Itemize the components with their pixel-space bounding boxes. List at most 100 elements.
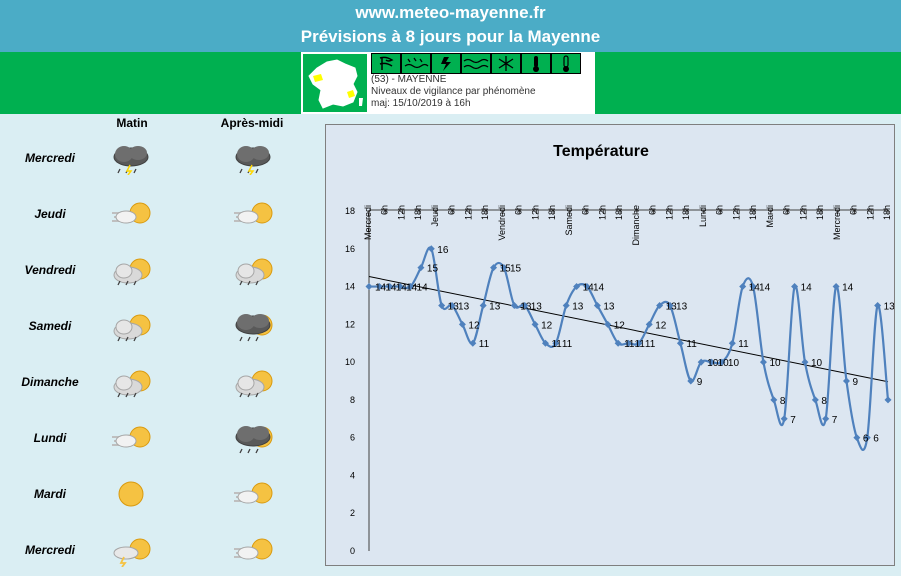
sun-cloud-rain-weather-icon: [230, 365, 276, 399]
data-label: 13: [448, 301, 460, 312]
data-label: 14: [406, 283, 418, 294]
data-label: 12: [541, 320, 553, 331]
data-label: 13: [489, 301, 501, 312]
data-label: 16: [437, 245, 449, 256]
data-label: 13: [676, 301, 688, 312]
data-point: [375, 283, 383, 291]
x-tick-label: 12h: [463, 205, 473, 220]
data-label: 11: [479, 339, 490, 350]
data-label: 14: [375, 283, 387, 294]
data-point: [666, 301, 674, 309]
windy-sun-weather-icon: [230, 533, 276, 567]
x-tick-label: 12h: [798, 205, 808, 220]
x-tick-label: 12h: [865, 205, 875, 220]
data-point: [656, 301, 664, 309]
y-tick-label: 4: [350, 470, 355, 480]
day-label: Mardi: [33, 487, 66, 501]
data-point: [386, 283, 394, 291]
data-point: [863, 434, 871, 442]
data-point: [625, 339, 632, 347]
vigilance-panel: (53) - MAYENNE Niveaux de vigilance par …: [301, 52, 595, 114]
data-label: 11: [738, 339, 749, 350]
morning-column-header: Matin: [116, 116, 148, 130]
x-tick-label: Dimanche: [631, 205, 641, 246]
x-tick-label: Jeudi: [430, 205, 440, 227]
data-point: [687, 377, 695, 385]
data-point: [811, 396, 819, 404]
wind-icon[interactable]: [371, 53, 401, 74]
dark-cloud-rain-weather-icon: [230, 309, 276, 343]
day-label: Vendredi: [24, 263, 76, 277]
x-tick-label: Vendredi: [497, 205, 507, 241]
data-label: 8: [780, 396, 786, 407]
x-tick-label: 12h: [597, 205, 607, 220]
data-label: 12: [468, 320, 480, 331]
data-point: [521, 301, 529, 309]
data-label: 11: [635, 339, 646, 350]
x-tick-label: 6h: [849, 205, 859, 215]
data-point: [479, 301, 487, 309]
data-point: [676, 339, 684, 347]
snow-ice-icon[interactable]: [491, 53, 521, 74]
x-tick-label: 12h: [664, 205, 674, 220]
data-label: 11: [562, 339, 573, 350]
data-label: 11: [686, 339, 697, 350]
storm-rain-weather-icon: [230, 141, 276, 176]
flood-icon[interactable]: [461, 53, 491, 74]
data-label: 13: [666, 301, 678, 312]
sun-cloud-rain-weather-icon: [108, 253, 154, 287]
data-label: 10: [718, 358, 730, 369]
temperature-chart-svg: Température 0 2 4 6 8 10 12 14 16 18 Mercredi 6h 12h…: [345, 143, 900, 556]
x-tick-label: 12h: [396, 205, 406, 220]
afternoon-column-header: Après-midi: [220, 116, 284, 130]
data-point: [562, 301, 570, 309]
data-point: [531, 320, 539, 328]
x-tick-label: 6h: [514, 205, 524, 215]
storm-icon[interactable]: [431, 53, 461, 74]
data-label: 9: [852, 377, 858, 388]
data-point: [573, 283, 581, 291]
data-label: 10: [707, 358, 719, 369]
data-label: 11: [551, 339, 562, 350]
x-tick-label: 6h: [380, 205, 390, 215]
y-tick-label: 18: [345, 206, 355, 216]
sun-weather-icon: [108, 477, 154, 511]
data-label: 14: [593, 283, 605, 294]
data-label: 13: [458, 301, 470, 312]
page-header: www.meteo-mayenne.fr Prévisions à 8 jour…: [0, 0, 901, 52]
data-point: [365, 283, 373, 291]
cold-icon[interactable]: [551, 53, 581, 74]
day-label: Dimanche: [21, 375, 79, 389]
data-point: [417, 264, 425, 272]
site-title[interactable]: www.meteo-mayenne.fr: [355, 3, 546, 22]
data-label: 11: [645, 339, 656, 350]
x-tick-label: 18h: [614, 205, 624, 220]
vigilance-updated: maj: 15/10/2019 à 16h: [371, 98, 471, 109]
data-label: 7: [832, 415, 838, 426]
data-point: [593, 301, 601, 309]
rain-flood-icon[interactable]: [401, 53, 431, 74]
sun-cloud-rain-weather-icon: [230, 253, 276, 287]
windy-sun-weather-icon: [108, 197, 154, 231]
data-label: 13: [531, 301, 543, 312]
x-tick-label: Mardi: [765, 205, 775, 228]
storm-rain-weather-icon: [108, 141, 154, 176]
data-point: [770, 396, 778, 404]
trendline: [368, 276, 889, 383]
windy-sun-weather-icon: [108, 421, 154, 455]
data-label: 13: [520, 301, 532, 312]
data-label: 14: [396, 283, 408, 294]
data-point: [749, 283, 757, 291]
y-tick-label: 12: [345, 319, 355, 329]
data-label: 14: [417, 283, 429, 294]
y-tick-label: 6: [350, 433, 355, 443]
y-tick-label: 10: [345, 357, 355, 367]
data-point: [728, 339, 736, 347]
data-point: [822, 415, 830, 423]
x-tick-label: Mercredi: [363, 205, 373, 240]
france-map-icon: [303, 54, 367, 112]
y-tick-label: 16: [345, 244, 355, 254]
heat-icon[interactable]: [521, 53, 551, 74]
data-point: [884, 396, 892, 404]
x-tick-label: Mercredi: [832, 205, 842, 240]
